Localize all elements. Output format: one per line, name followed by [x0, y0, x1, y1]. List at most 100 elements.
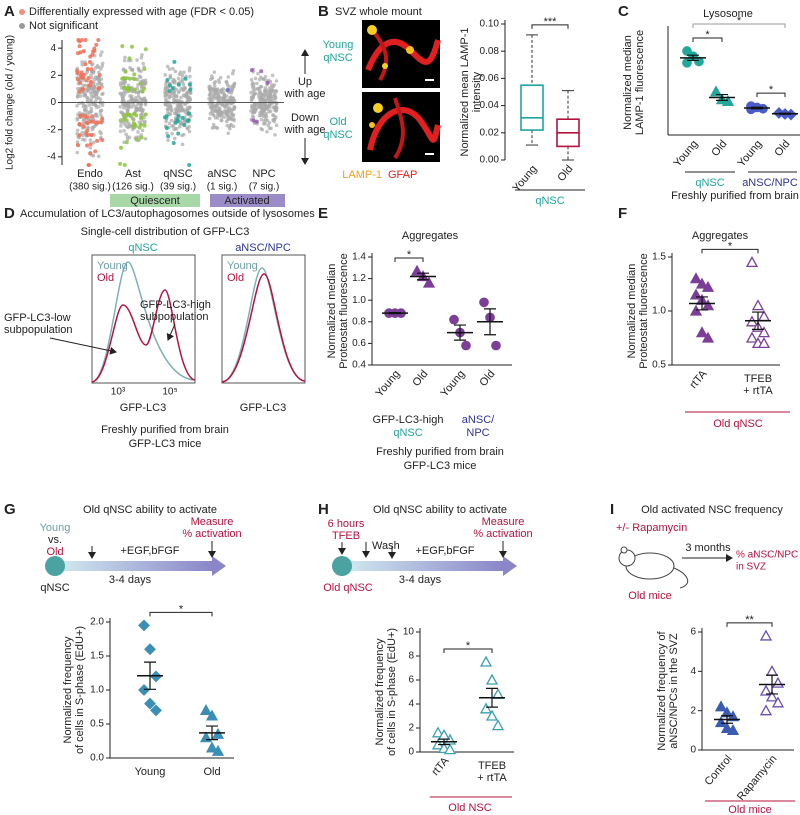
- cloud-dot: [130, 105, 134, 109]
- significance-label: *: [179, 603, 184, 615]
- cloud-dot: [121, 105, 126, 110]
- cloud-dot: [97, 73, 102, 78]
- y-tick-label: 2: [50, 70, 56, 81]
- cloud-dot: [140, 53, 144, 57]
- cloud-dot: [85, 89, 89, 94]
- cloud-dot: [176, 113, 181, 118]
- error-bar: [486, 687, 498, 708]
- cloud-dot: [180, 73, 185, 78]
- data-point: [757, 337, 771, 349]
- diagram-label: Old qNSC: [323, 582, 373, 594]
- cloud-dot: [143, 78, 148, 83]
- y-tick-label: 4: [50, 43, 56, 54]
- cloud-dot: [97, 79, 101, 84]
- x-tick-label: Ast: [125, 168, 141, 180]
- cloud-dot: [143, 136, 148, 141]
- legend-text: Young: [227, 260, 258, 272]
- cloud-dot: [93, 66, 98, 70]
- y-axis-label: Normalized median: [326, 264, 338, 359]
- data-point: [479, 655, 493, 667]
- cloud-dot: [91, 94, 96, 99]
- panel-letter: F: [618, 205, 627, 222]
- timeline-bar: [62, 561, 212, 571]
- data-point: [138, 619, 150, 632]
- legend-text: Old: [97, 272, 114, 284]
- cloud-dot: [118, 105, 122, 109]
- cloud-dot: [249, 78, 254, 82]
- diagram-label: 3-4 days: [399, 574, 442, 586]
- cloud-dot: [274, 79, 279, 83]
- cloud-dot: [75, 68, 80, 73]
- cloud-dot: [80, 137, 85, 142]
- cloud-dot: [225, 103, 229, 108]
- cloud-dot: [180, 115, 185, 120]
- cloud-dot: [122, 82, 127, 86]
- cloud-dot: [96, 65, 101, 70]
- cloud-dot: [89, 132, 94, 137]
- cloud-dot: [259, 94, 264, 98]
- y-tick-label: 0.04: [480, 100, 500, 111]
- error-bar: [484, 308, 496, 336]
- data-point: [759, 704, 773, 716]
- cloud-dot: [219, 90, 224, 95]
- cloud-dot: [128, 114, 133, 119]
- panel-title: Accumulation of LC3/autophagosomes outsi…: [20, 208, 315, 220]
- cloud-dot: [168, 104, 172, 109]
- y-tick-label: 1.2: [352, 273, 366, 284]
- cloud-dot: [164, 126, 169, 131]
- cloud-dot: [167, 121, 172, 126]
- cloud-dot: [81, 49, 86, 54]
- cloud-dot: [132, 111, 137, 116]
- y-tick-label: 1.5: [652, 252, 666, 263]
- cloud-dot: [179, 108, 184, 113]
- data-point: [479, 702, 493, 714]
- cloud-dot: [173, 79, 177, 83]
- cloud-dot: [164, 119, 168, 124]
- y-axis-label: Proteostat fluorescence: [638, 253, 650, 369]
- cloud-dot: [171, 66, 175, 71]
- y-tick-label: 0.08: [480, 46, 500, 57]
- panel-title: Aggregates: [402, 230, 459, 242]
- cloud-dot: [142, 67, 147, 72]
- cloud-dot: [128, 76, 133, 81]
- cloud-dot: [259, 69, 264, 74]
- group-box: [110, 194, 200, 207]
- plot-frame: [221, 254, 306, 384]
- y-tick-label: 1.0: [90, 685, 104, 696]
- cloud-dot: [226, 114, 230, 119]
- y-axis-label: of cells in S-phase (EdU+): [386, 628, 398, 756]
- cloud-dot: [171, 141, 176, 146]
- cloud-dot: [176, 103, 181, 107]
- cloud-dot: [230, 71, 235, 76]
- cloud-dot: [172, 59, 177, 64]
- cloud-dot: [95, 82, 100, 87]
- y-axis-label: Normalized median: [622, 35, 634, 130]
- cloud-dot: [179, 95, 183, 100]
- cloud-dot: [132, 77, 137, 82]
- x-tick-label: qNSC: [163, 168, 192, 180]
- cloud-dot: [187, 163, 192, 167]
- data-point: [205, 709, 219, 721]
- cloud-dot: [210, 126, 215, 130]
- cloud-dot: [183, 76, 188, 81]
- y-tick-label: 1.4: [352, 252, 366, 263]
- data-point: [751, 299, 765, 311]
- y-tick-label: -4: [47, 151, 56, 162]
- cloud-dot: [88, 142, 93, 147]
- y-tick-label: 0: [690, 745, 696, 756]
- error-bar: [721, 715, 733, 724]
- cloud-dot: [169, 118, 174, 123]
- cloud-dot: [177, 89, 182, 93]
- cloud-dot: [165, 64, 170, 69]
- cloud-dot: [259, 126, 263, 131]
- x-tick-label: 10⁵: [162, 387, 177, 398]
- cloud-dot: [165, 77, 170, 82]
- cloud-dot: [231, 113, 235, 117]
- cloud-dot: [257, 77, 262, 82]
- x-tick-label: rtTA: [429, 755, 451, 779]
- x-tick-label: NPC: [252, 168, 275, 180]
- diagram-label: +EGF,bFGF: [416, 545, 475, 557]
- data-point: [449, 314, 459, 325]
- cell-icon: [332, 556, 352, 576]
